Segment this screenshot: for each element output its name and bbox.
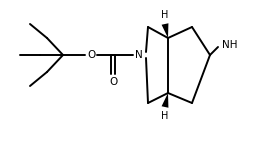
Text: H: H	[161, 111, 169, 121]
Text: H: H	[161, 10, 169, 20]
Text: NH: NH	[222, 40, 238, 50]
Text: O: O	[87, 50, 95, 60]
Text: N: N	[135, 50, 143, 60]
Polygon shape	[161, 93, 168, 108]
Text: O: O	[109, 77, 117, 87]
Polygon shape	[161, 23, 168, 38]
